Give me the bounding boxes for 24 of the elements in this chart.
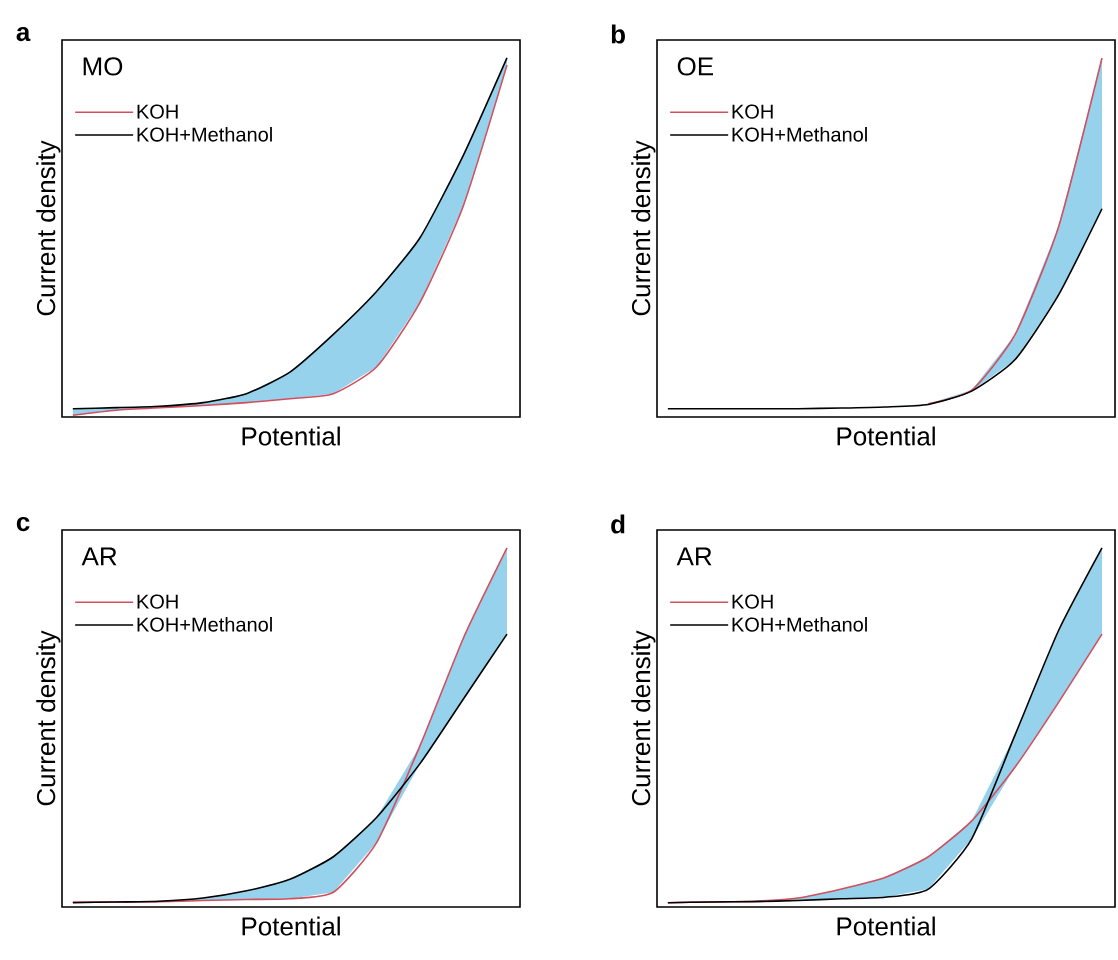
annotation: AR bbox=[676, 547, 712, 566]
chart-title: c bbox=[16, 516, 30, 532]
y-axis-title: Current density bbox=[631, 630, 656, 806]
chart-title: b bbox=[611, 24, 625, 44]
y-axis-title: Current density bbox=[36, 140, 61, 316]
legend-label: KOH+Methanol bbox=[732, 616, 867, 632]
x-axis-title: Potential bbox=[242, 426, 340, 446]
y-axis-title: Current density bbox=[36, 630, 61, 806]
annotation: MO bbox=[83, 57, 123, 76]
legend-label: KOH+Methanol bbox=[137, 126, 272, 142]
legend-label: KOH bbox=[137, 594, 178, 609]
chart-title: d bbox=[611, 514, 625, 534]
chart-title: a bbox=[16, 26, 31, 42]
legend-label: KOH bbox=[732, 594, 773, 609]
annotation: OE bbox=[677, 57, 714, 76]
x-axis-title: Potential bbox=[242, 916, 340, 936]
annotation: AR bbox=[81, 547, 117, 566]
legend-label: KOH+Methanol bbox=[137, 616, 272, 632]
legend-label: KOH+Methanol bbox=[732, 126, 867, 142]
x-axis-title: Potential bbox=[837, 426, 935, 446]
legend-label: KOH bbox=[732, 104, 773, 119]
legend-label: KOH bbox=[137, 104, 178, 119]
x-axis-title: Potential bbox=[837, 916, 935, 936]
y-axis-title: Current density bbox=[631, 140, 656, 316]
